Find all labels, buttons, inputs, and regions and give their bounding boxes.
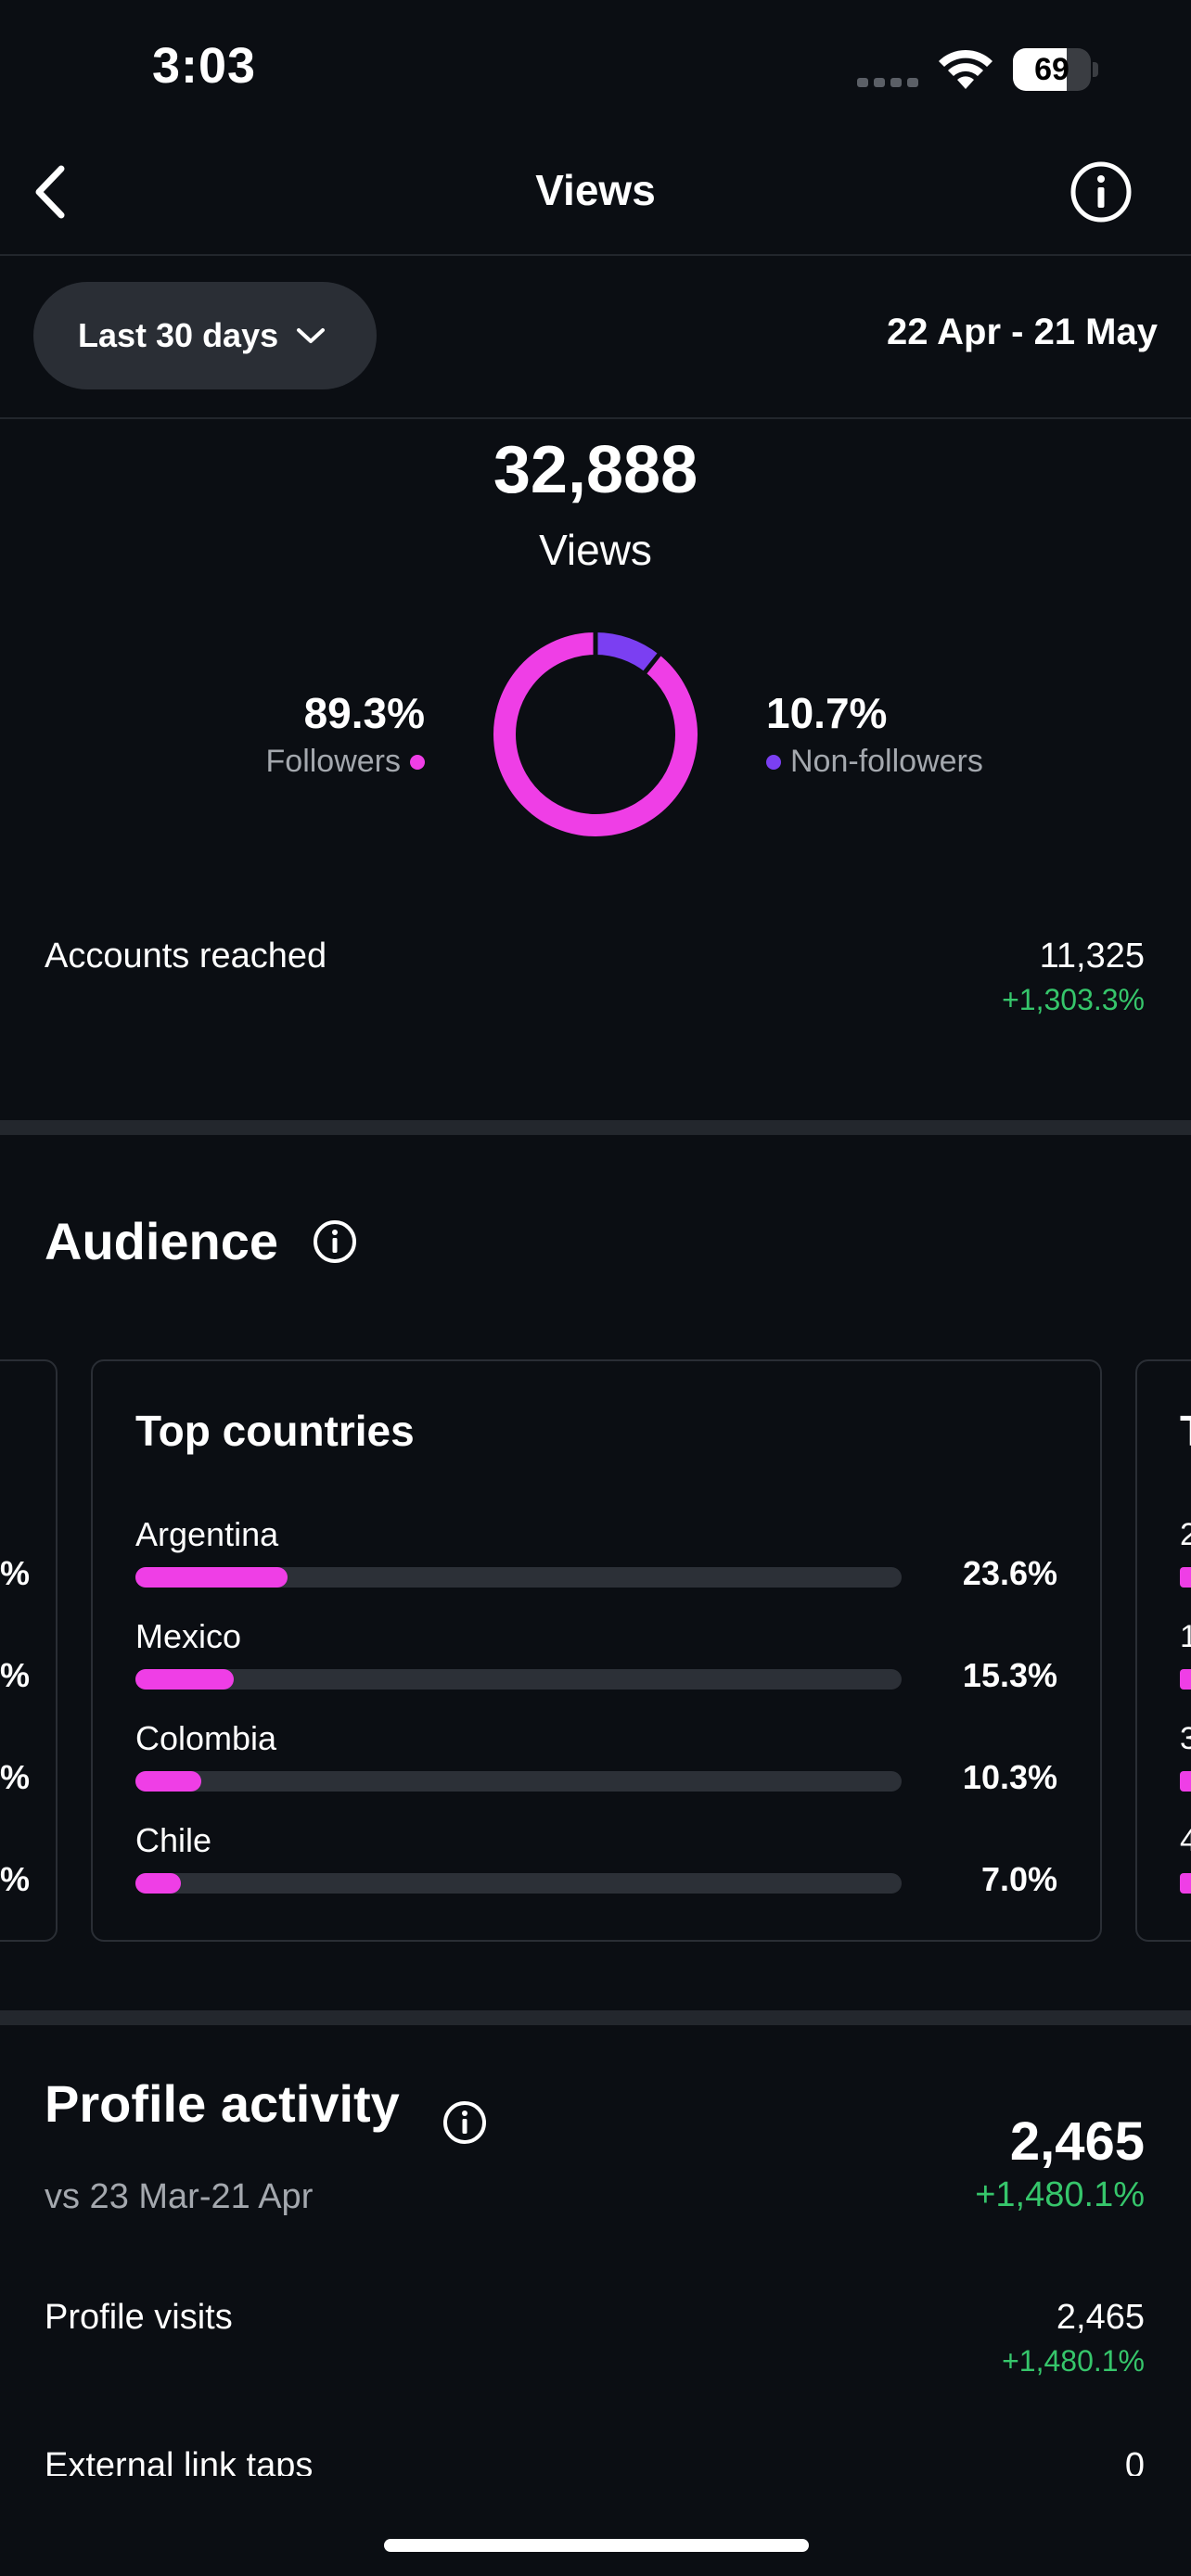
non-followers-legend: Non-followers: [766, 744, 983, 780]
country-name: Mexico: [135, 1617, 242, 1655]
cellular-signal-icon: [857, 78, 918, 87]
external-link-taps-value: 0: [1124, 2446, 1145, 2485]
followers-label: Followers: [265, 744, 401, 779]
followers-percentage: 89.3%: [303, 689, 425, 737]
date-range-dropdown[interactable]: Last 30 days: [33, 282, 377, 389]
section-divider: [0, 2010, 1191, 2025]
bottom-safe-area: [0, 2476, 1191, 2576]
country-bar-track: [135, 1873, 902, 1894]
non-followers-dot: [766, 754, 781, 770]
accounts-reached-value: 11,325: [1039, 937, 1145, 976]
country-percentage: 15.3%: [962, 1656, 1057, 1694]
views-label: Views: [539, 526, 652, 574]
page-title: Views: [535, 166, 656, 214]
profile-activity-total: 2,465: [1009, 2111, 1145, 2172]
country-bar-track: [135, 1771, 902, 1792]
next-card-bar: [1180, 1567, 1191, 1588]
country-bar-track: [135, 1669, 902, 1690]
info-icon[interactable]: [1069, 159, 1133, 224]
next-card-row-4: 4: [1180, 1823, 1191, 1858]
battery-level: 69: [1034, 52, 1069, 87]
next-card-bar: [1180, 1771, 1191, 1792]
audience-card-next[interactable]: [1135, 1359, 1191, 1942]
chevron-left-icon[interactable]: [28, 159, 74, 224]
non-followers-percentage: 10.7%: [766, 689, 888, 737]
date-range-label: Last 30 days: [78, 316, 279, 354]
info-icon[interactable]: [442, 2099, 488, 2146]
country-bar-fill: [135, 1567, 288, 1588]
non-followers-label: Non-followers: [790, 744, 983, 779]
top-countries-card[interactable]: [91, 1359, 1102, 1942]
profile-visits-change: +1,480.1%: [1002, 2344, 1145, 2378]
donut-gap-end: [642, 651, 662, 675]
followers-legend: Followers: [266, 744, 425, 780]
country-name: Chile: [135, 1821, 212, 1859]
status-time: 3:03: [152, 38, 257, 94]
profile-activity-title: Profile activity: [45, 2074, 400, 2133]
next-card-row-2: 1: [1180, 1619, 1191, 1654]
filter-divider: [0, 417, 1191, 419]
views-donut-chart: [493, 631, 698, 836]
country-bar-fill: [135, 1771, 202, 1792]
section-divider: [0, 1120, 1191, 1135]
views-total: 32,888: [493, 433, 698, 507]
header-divider: [0, 254, 1191, 256]
prev-card-pct-2: %: [0, 1656, 31, 1694]
country-name: Colombia: [135, 1719, 277, 1757]
wifi-icon: [939, 49, 992, 89]
next-card-bar: [1180, 1669, 1191, 1690]
profile-visits-value: 2,465: [1056, 2298, 1145, 2337]
donut-slice-followers: [493, 632, 698, 836]
country-percentage: 10.3%: [962, 1758, 1057, 1796]
home-indicator[interactable]: [384, 2539, 809, 2552]
accounts-reached-label: Accounts reached: [45, 937, 327, 976]
next-card-title: T: [1180, 1406, 1191, 1456]
profile-activity-comparison: vs 23 Mar-21 Apr: [45, 2177, 314, 2216]
profile-visits-label: Profile visits: [45, 2298, 233, 2337]
country-bar-fill: [135, 1669, 235, 1690]
chevron-down-icon: [297, 328, 326, 343]
country-percentage: 7.0%: [980, 1860, 1057, 1898]
battery-icon: 69: [1013, 48, 1098, 91]
next-card-bar: [1180, 1873, 1191, 1894]
prev-card-pct-3: %: [0, 1758, 31, 1796]
date-range-text: 22 Apr - 21 May: [887, 312, 1158, 352]
info-icon[interactable]: [312, 1218, 358, 1265]
country-bar-track: [135, 1567, 902, 1588]
profile-activity-change: +1,480.1%: [975, 2175, 1145, 2214]
audience-card-previous[interactable]: [0, 1359, 58, 1942]
country-name: Argentina: [135, 1515, 279, 1553]
accounts-reached-change: +1,303.3%: [1002, 983, 1145, 1016]
top-countries-title: Top countries: [135, 1407, 415, 1455]
followers-dot: [410, 754, 425, 770]
next-card-row-3: 3: [1180, 1721, 1191, 1756]
audience-title: Audience: [45, 1212, 279, 1270]
country-bar-fill: [135, 1873, 181, 1894]
country-percentage: 23.6%: [962, 1554, 1057, 1592]
prev-card-pct-4: %: [0, 1860, 31, 1898]
prev-card-pct-1: %: [0, 1554, 31, 1592]
next-card-row-1: 2: [1180, 1517, 1191, 1552]
